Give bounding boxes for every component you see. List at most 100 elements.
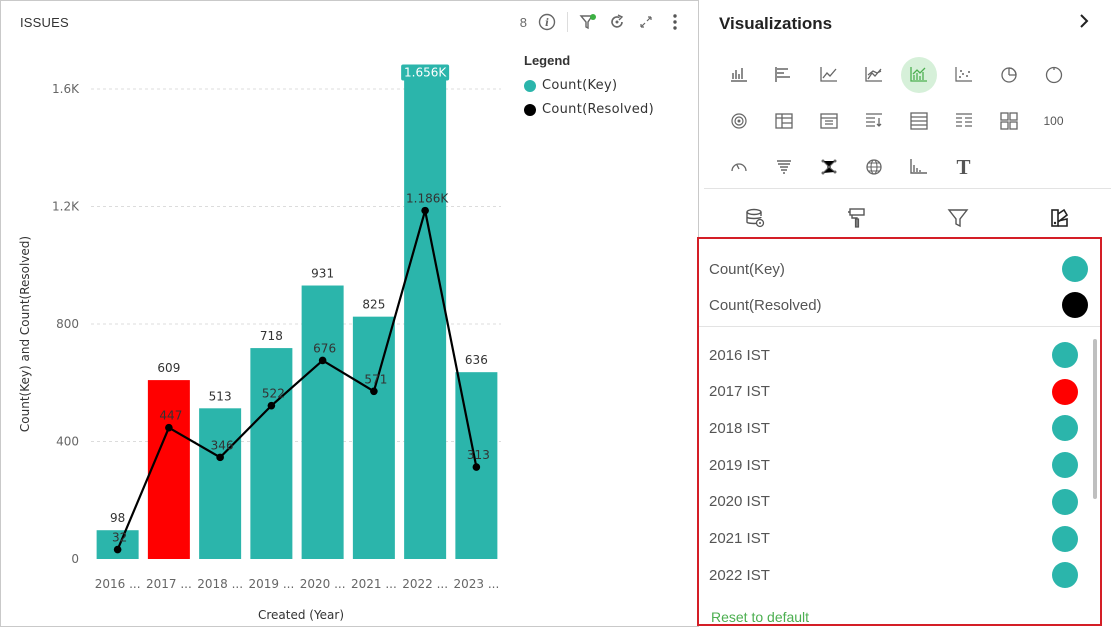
category-color-label: 2022 IST (709, 566, 770, 584)
globe-map-icon[interactable] (851, 149, 896, 185)
data-label-badge (401, 64, 450, 81)
scrollbar[interactable] (1093, 339, 1097, 499)
category-color-label: 2019 IST (709, 456, 770, 474)
legend-title: Legend (524, 53, 571, 68)
line-value-label: 522 (262, 387, 285, 401)
color-swatch[interactable] (1052, 525, 1078, 552)
y-tick-label: 1.6K (52, 82, 80, 96)
detail-table-icon[interactable] (941, 103, 986, 139)
scatter-chart-icon[interactable] (941, 57, 986, 93)
bar-chart-icon[interactable] (761, 57, 806, 93)
reset-to-default-link[interactable]: Reset to default (711, 609, 810, 625)
line-point (165, 423, 173, 432)
network-icon[interactable] (806, 149, 851, 185)
legend-item-count-key[interactable]: Count(Key) (524, 78, 654, 93)
y-axis-label: Count(Key) and Count(Resolved) (18, 236, 32, 432)
color-swatch[interactable] (1052, 415, 1078, 442)
svg-text:i: i (545, 18, 549, 29)
toolbar-divider (567, 12, 568, 32)
grid-table-icon[interactable] (896, 103, 941, 139)
pie-chart-icon[interactable] (986, 57, 1031, 93)
more-options-icon[interactable] (666, 13, 684, 31)
line-point (267, 401, 276, 410)
y-tick-label: 800 (56, 317, 79, 331)
chart-legend: Legend Count(Key) Count(Resolved) (524, 53, 654, 126)
chart-type-row (716, 52, 1076, 98)
funnel-icon[interactable] (761, 149, 806, 185)
sorted-table-icon[interactable] (851, 103, 896, 139)
line-point (421, 206, 429, 215)
category-color-label: 2020 IST (709, 493, 770, 511)
chart-type-row: T (716, 144, 1076, 190)
line-value-label: 313 (467, 448, 490, 462)
info-icon[interactable]: i (538, 13, 556, 31)
area-chart-icon[interactable] (851, 57, 896, 93)
donut-chart-icon[interactable] (1031, 57, 1076, 93)
bar (96, 530, 139, 559)
series-color-label: Count(Resolved) (709, 296, 822, 314)
color-swatch[interactable] (1062, 256, 1088, 282)
tiles-icon[interactable] (986, 103, 1031, 139)
data-icon (746, 208, 765, 228)
line-chart-icon[interactable] (806, 57, 851, 93)
color-swatch[interactable] (1052, 342, 1078, 368)
tab-data[interactable] (704, 196, 806, 240)
x-tick-label: 2022 ... (402, 577, 448, 591)
chevron-right-icon[interactable] (1077, 12, 1091, 36)
category-color-label: 2021 IST (709, 530, 770, 547)
bar-value-label: 931 (311, 267, 334, 281)
divider (704, 188, 1111, 189)
x-tick-label: 2020 ... (300, 577, 346, 591)
gauge-icon[interactable] (716, 149, 761, 185)
chart-toolbar: 8 i (520, 12, 684, 32)
x-tick-label: 2017 ... (146, 577, 192, 591)
legend-dot-icon (524, 79, 536, 92)
color-swatch[interactable] (1052, 488, 1078, 515)
line-point (216, 453, 224, 462)
table-icon[interactable] (806, 103, 851, 139)
refresh-icon[interactable] (608, 13, 626, 31)
category-color-row: 2016 IST (709, 340, 1088, 370)
text-icon[interactable]: T (941, 149, 986, 185)
kpi-number-icon[interactable]: 100 (1031, 103, 1076, 139)
visualizations-panel: Visualizations 100 T Count(Key) (697, 0, 1111, 627)
bar (301, 285, 344, 559)
pivot-table-icon[interactable] (761, 103, 806, 139)
bar (199, 408, 242, 559)
legend-item-count-resolved[interactable]: Count(Resolved) (524, 102, 654, 117)
line-value-label: 346 (211, 438, 234, 452)
expand-icon[interactable] (637, 13, 655, 31)
resolved-line (116, 210, 478, 551)
category-color-row: 2022 IST (709, 560, 1088, 590)
column-chart-icon[interactable] (716, 57, 761, 93)
tab-colors[interactable] (1009, 196, 1111, 240)
tab-filter[interactable] (908, 196, 1010, 240)
filter-icon[interactable] (579, 13, 597, 31)
x-tick-label: 2019 ... (248, 577, 294, 591)
color-swatch[interactable] (1052, 378, 1078, 405)
chart-type-row: 100 (716, 98, 1076, 144)
bar-value-label: 825 (362, 298, 385, 312)
legend-dot-icon (524, 103, 536, 116)
line-value-label: 32 (112, 531, 127, 545)
color-swatch[interactable] (1052, 452, 1078, 479)
line-point (318, 356, 327, 365)
color-swatch[interactable] (1052, 562, 1078, 589)
bar (250, 348, 293, 559)
category-color-row: 2019 IST (709, 450, 1088, 480)
line-point (113, 545, 122, 554)
histogram-icon[interactable] (896, 149, 941, 185)
format-icon (847, 208, 865, 228)
color-swatch[interactable] (1062, 292, 1088, 318)
tab-format[interactable] (806, 196, 908, 240)
bar-value-label: 98 (110, 511, 125, 525)
radial-chart-icon[interactable] (716, 103, 761, 139)
filter-icon (947, 209, 969, 228)
kpi-number-label: 100 (1043, 114, 1064, 128)
visualizations-title: Visualizations (719, 14, 833, 33)
line-point (472, 463, 481, 471)
category-color-row: 2020 IST (709, 487, 1088, 517)
chart-title: ISSUES (20, 15, 69, 30)
x-tick-label: 2023 ... (453, 577, 499, 591)
combo-chart-icon[interactable] (900, 57, 937, 93)
